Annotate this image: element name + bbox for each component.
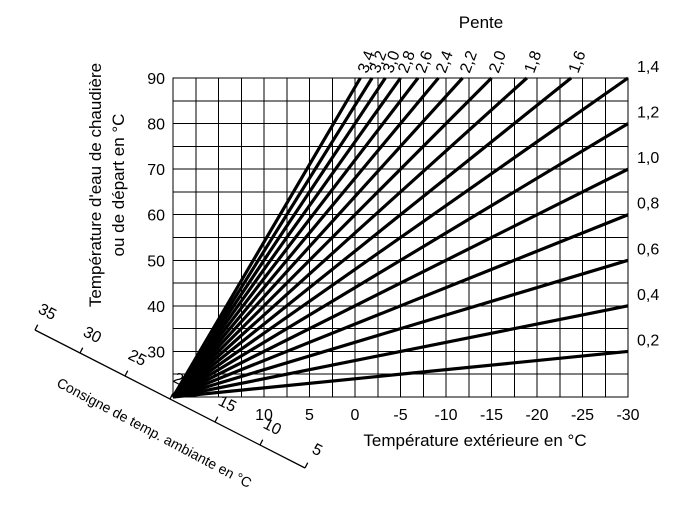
- setpoint-axis-tick: [169, 393, 174, 400]
- slope-label: 2,2: [457, 49, 481, 76]
- slope-curve: [171, 77, 374, 398]
- slope-curve: [171, 77, 402, 398]
- slope-curve: [171, 76, 528, 399]
- y-tick-label: 60: [147, 208, 165, 225]
- setpoint-axis-tick: [259, 439, 264, 446]
- slope-label: 1,6: [566, 49, 590, 76]
- slope-label: 2,0: [486, 49, 510, 76]
- y-axis-label-line1: Température d'eau de chaudière: [86, 63, 105, 307]
- setpoint-tick-label: 30: [80, 324, 104, 347]
- x-tick-label: -30: [616, 407, 639, 424]
- slope-curve: [171, 77, 387, 398]
- x-tick-label: -10: [434, 407, 457, 424]
- setpoint-tick-label: 20: [170, 370, 194, 393]
- x-tick-labels: 10 5 0 -5 -10 -15 -20 -25 -30: [255, 407, 640, 424]
- slope-label: 3,4: [355, 49, 379, 76]
- setpoint-tick-label: 25: [125, 347, 149, 370]
- y-tick-labels: 30 40 50 60 70 80 90: [147, 71, 165, 361]
- slope-label: 1,0: [637, 150, 659, 167]
- slope-labels: 3,43,23,02,82,62,4 2,2 2,0 1,8 1,6 1,4 1,2 1,0 0…: [355, 49, 659, 350]
- setpoint-axis-tick: [304, 462, 309, 469]
- slope-curve: [171, 76, 440, 399]
- slope-label: 1,2: [637, 105, 659, 122]
- y-tick-label: 30: [147, 344, 165, 361]
- setpoint-tick-label: 10: [260, 416, 284, 439]
- slope-curve: [171, 77, 420, 398]
- slope-curve: [172, 76, 629, 399]
- slope-label: 2,4: [433, 49, 457, 76]
- slope-curves: [171, 76, 629, 399]
- y-tick-label: 80: [147, 117, 165, 134]
- y-tick-label: 50: [147, 253, 165, 270]
- setpoint-axis-tick: [124, 370, 129, 377]
- slope-curve: [171, 76, 464, 399]
- setpoint-axis-tick: [214, 416, 219, 423]
- setpoint-tick-label: 15: [215, 393, 239, 416]
- x-tick-label: 10: [255, 407, 273, 424]
- slope-curve: [171, 76, 493, 399]
- slope-label: 1,8: [522, 49, 546, 76]
- slope-label: 3,0: [380, 49, 404, 76]
- y-axis-label-line2: ou de départ en °C: [109, 114, 128, 257]
- x-tick-label: -15: [480, 407, 503, 424]
- x-tick-label: -25: [571, 407, 594, 424]
- slope-label: 0,8: [637, 196, 659, 213]
- slope-curve: [171, 76, 573, 399]
- slope-label: 2,8: [395, 49, 419, 76]
- slope-label: 0,6: [637, 241, 659, 258]
- x-tick-label: -5: [393, 407, 407, 424]
- slope-label: 0,2: [637, 332, 659, 349]
- slope-label: 0,4: [637, 287, 659, 304]
- slope-curve: [172, 349, 629, 399]
- slope-curve: [172, 122, 629, 399]
- x-axis-label: Température extérieure en °C: [363, 431, 586, 450]
- slope-curve: [172, 213, 629, 399]
- slope-label: 3,2: [367, 49, 391, 76]
- plot-frame: [172, 77, 629, 398]
- setpoint-tick-label: 35: [35, 301, 59, 324]
- slope-label: 2,6: [413, 49, 437, 76]
- y-tick-label: 90: [147, 71, 165, 88]
- x-tick-label: 5: [305, 407, 314, 424]
- x-tick-label: -20: [525, 407, 548, 424]
- slope-curve: [172, 258, 629, 399]
- chart-title: Pente: [459, 13, 503, 32]
- y-tick-label: 70: [147, 162, 165, 179]
- slope-curve: [172, 304, 629, 399]
- setpoint-tick-label: 5: [309, 441, 325, 460]
- setpoint-axis-tick: [79, 347, 84, 354]
- x-tick-label: 0: [351, 407, 360, 424]
- slope-curve: [172, 167, 629, 399]
- y-tick-label: 40: [147, 299, 165, 316]
- slope-label: 1,4: [637, 59, 659, 76]
- setpoint-axis-tick: [34, 324, 39, 331]
- slope-curve: [171, 77, 362, 398]
